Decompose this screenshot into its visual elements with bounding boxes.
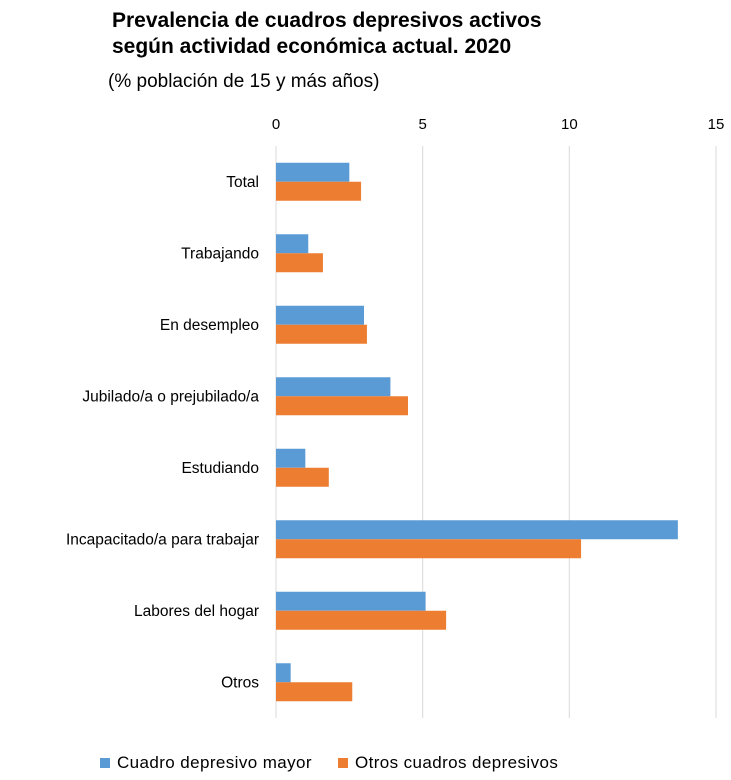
bar-major[interactable] [276, 663, 291, 683]
bar-major[interactable] [276, 234, 309, 254]
bar-other[interactable] [276, 181, 362, 201]
bar-chart: 0 5 10 15 Total Trabajando En desempleo Jubila… [66, 116, 725, 718]
bars [276, 162, 678, 702]
x-tick-label: 0 [272, 116, 280, 133]
bar-major[interactable] [276, 520, 678, 540]
legend-item-major[interactable]: Cuadro depresivo mayor [100, 753, 312, 773]
bar-major[interactable] [276, 448, 306, 468]
chart-subtitle: (% población de 15 y más años) [108, 71, 380, 92]
bar-major[interactable] [276, 305, 364, 325]
category-labels: Total Trabajando En desempleo Jubilado/a o … [66, 174, 259, 692]
x-tick-label: 15 [708, 116, 725, 133]
legend-swatch-major [100, 758, 110, 768]
chart-title-line-1: Prevalencia de cuadros depresivos activo… [112, 9, 542, 32]
legend-swatch-other [337, 758, 348, 768]
bar-other[interactable] [276, 610, 447, 630]
bar-other[interactable] [276, 682, 353, 702]
category-label: En desempleo [160, 317, 259, 334]
bar-other[interactable] [276, 467, 329, 487]
chart-title-line-2: según actividad económica actual. 2020 [112, 35, 512, 58]
legend-label-other: Otros cuadros depresivos [354, 753, 559, 772]
bar-other[interactable] [276, 324, 367, 344]
bar-other[interactable] [276, 539, 582, 559]
x-tick-label: 10 [561, 116, 578, 133]
legend-label-major: Cuadro depresivo mayor [117, 753, 312, 772]
gridlines [275, 146, 717, 718]
bar-other[interactable] [276, 396, 408, 416]
chart-title: Prevalencia de cuadros depresivos activo… [112, 8, 542, 60]
category-label: Jubilado/a o prejubilado/a [82, 388, 259, 405]
bar-major[interactable] [276, 377, 391, 397]
category-label: Total [226, 174, 259, 191]
bar-other[interactable] [276, 253, 323, 273]
category-label: Estudiando [181, 460, 259, 477]
legend: Cuadro depresivo mayor Otros cuadros dep… [100, 753, 584, 773]
bar-major[interactable] [276, 162, 350, 182]
legend-item-other[interactable]: Otros cuadros depresivos [337, 753, 559, 773]
x-axis-tick-labels: 0 5 10 15 [272, 116, 725, 133]
category-label: Trabajando [181, 245, 259, 262]
category-label: Otros [221, 674, 259, 691]
category-label: Incapacitado/a para trabajar [66, 531, 259, 548]
x-tick-label: 5 [418, 116, 426, 133]
category-label: Labores del hogar [134, 603, 259, 620]
bar-major[interactable] [276, 591, 426, 611]
